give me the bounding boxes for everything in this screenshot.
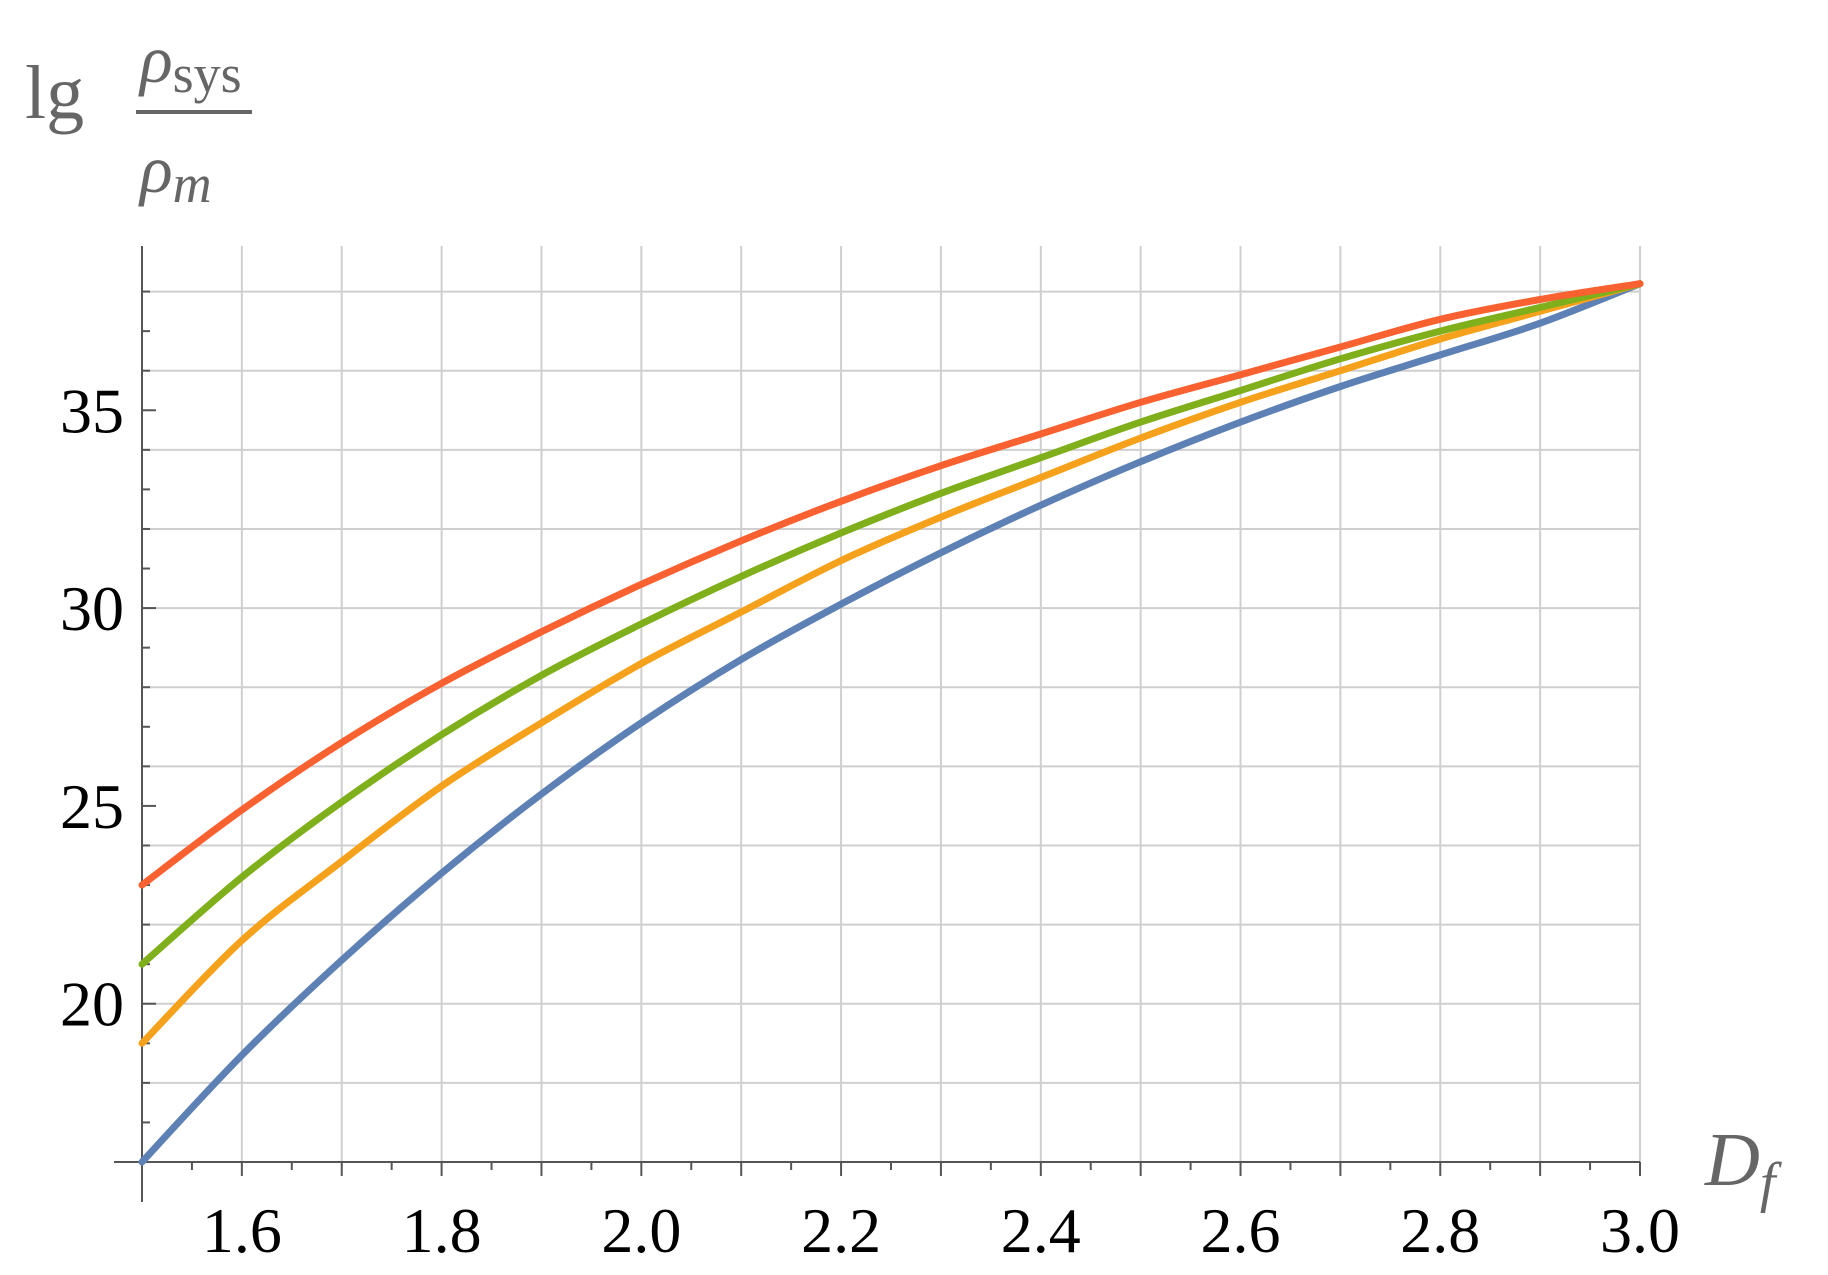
x-tick-label: 2.6 [1201,1195,1281,1266]
series-line-3 [138,280,1644,968]
x-tick-label: 2.0 [601,1195,681,1266]
x-tick-label: 1.6 [202,1195,282,1266]
y-axis-label-numerator: ρsys [138,21,242,104]
ticks: 20 25 30 35 1.6 1.8 2.0 2.2 2.4 2.6 2.8 3.0 [60,290,1680,1266]
series-group [138,280,1644,1166]
x-axis-label: Df [1704,1118,1783,1214]
x-tick-label: 2.4 [1001,1195,1081,1266]
y-axis-label-prefix: lg [25,51,84,135]
grid [142,246,1641,1162]
series-line-1 [138,280,1644,1166]
y-tick-label: 35 [60,375,124,446]
y-axis-label-denominator: ρm [138,131,212,214]
x-tick-label: 2.8 [1400,1195,1480,1266]
y-axis-label: lg ρsys ρm [25,21,252,214]
y-tick-label: 25 [60,771,124,842]
x-tick-label: 3.0 [1600,1195,1680,1266]
x-tick-label: 2.2 [801,1195,881,1266]
series-line-4 [138,280,1644,889]
y-tick-label: 20 [60,969,124,1040]
y-tick-label: 30 [60,573,124,644]
axes [114,246,1640,1202]
x-tick-label: 1.8 [402,1195,482,1266]
series-line-2 [138,280,1644,1047]
